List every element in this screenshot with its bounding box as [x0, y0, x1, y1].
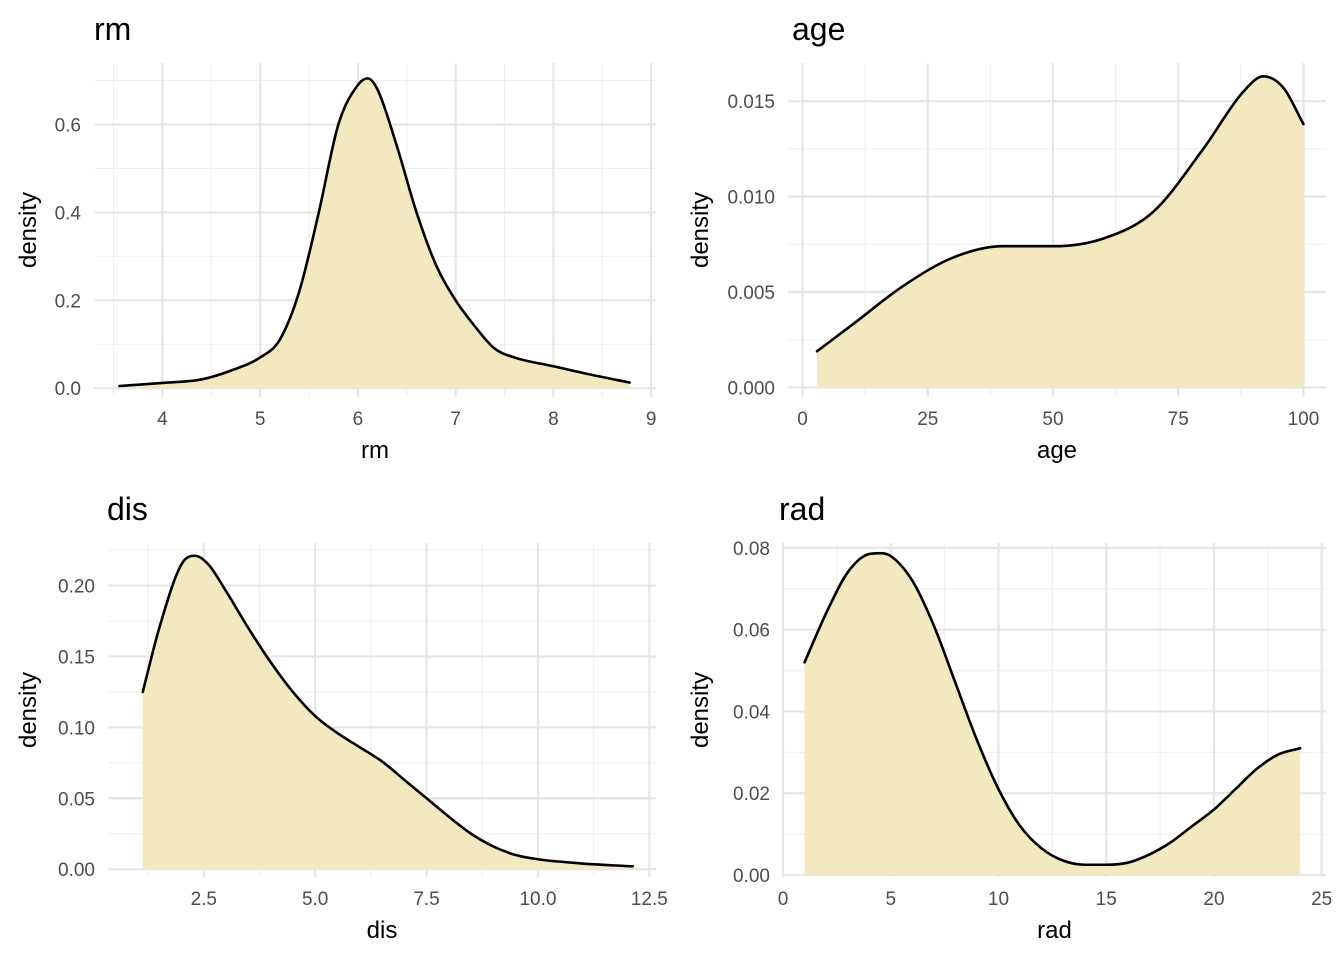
y-tick-label: 0.0: [55, 379, 81, 400]
density-area: [119, 78, 630, 389]
panel-rad: 0 5 10 15 20 25 0.00 0.02 0.04 0.06 0.08 rad density…: [687, 491, 1332, 944]
density-line: [141, 554, 635, 868]
y-tick-label: 0.15: [58, 647, 95, 668]
x-tick-label: 5.0: [302, 889, 328, 910]
y-axis-title: density: [15, 192, 42, 268]
x-tick-label: 0: [797, 409, 808, 430]
x-tick-label: 12.5: [631, 889, 668, 910]
x-tick-label: 7: [450, 409, 461, 430]
x-axis-title: rad: [1037, 917, 1072, 944]
x-tick-label: 7.5: [413, 889, 439, 910]
x-tick-label: 2.5: [191, 889, 217, 910]
panel-dis: 2.5 5.0 7.5 10.0 12.5 0.00 0.05 0.10 0.15 0.20 dis…: [15, 491, 668, 944]
x-tick-label: 20: [1203, 889, 1224, 910]
panel-rm: 4 5 6 7 8 9 0.0 0.2 0.4 0.6 rm density rm: [15, 11, 656, 464]
y-axis-title: density: [15, 672, 42, 748]
x-tick-label: 10.0: [519, 889, 556, 910]
x-tick-label: 5: [255, 409, 266, 430]
y-tick-label: 0.10: [58, 718, 95, 739]
x-tick-label: 25: [917, 409, 938, 430]
density-line: [118, 77, 631, 388]
x-tick-label: 25: [1311, 889, 1332, 910]
x-axis-title: dis: [367, 917, 398, 944]
density-area: [142, 555, 633, 870]
x-tick-label: 100: [1288, 409, 1320, 430]
density-area: [817, 76, 1304, 388]
y-tick-label: 0.4: [55, 203, 82, 224]
y-tick-label: 0.010: [727, 188, 775, 209]
density-line: [815, 75, 1305, 353]
panel-title: rad: [779, 491, 825, 527]
y-tick-label: 0.02: [733, 784, 770, 805]
y-tick-label: 0.2: [55, 291, 81, 312]
y-tick-label: 0.015: [727, 92, 775, 113]
x-tick-label: 8: [548, 409, 559, 430]
density-area: [804, 553, 1301, 875]
y-axis-title: density: [687, 672, 714, 748]
y-tick-label: 0.6: [55, 116, 81, 137]
y-tick-label: 0.00: [58, 860, 95, 881]
x-tick-label: 4: [157, 409, 168, 430]
y-tick-label: 0.000: [727, 378, 775, 399]
x-tick-label: 10: [988, 889, 1009, 910]
panel-title: age: [792, 11, 845, 47]
y-tick-label: 0.05: [58, 789, 95, 810]
x-tick-label: 5: [885, 889, 896, 910]
x-tick-label: 50: [1042, 409, 1063, 430]
y-tick-label: 0.08: [733, 539, 770, 560]
x-tick-label: 75: [1168, 409, 1189, 430]
density-line: [803, 551, 1302, 867]
y-axis-title: density: [687, 192, 714, 268]
panel-age: 0 25 50 75 100 0.000 0.005 0.010 0.015 age density…: [687, 11, 1326, 464]
y-tick-label: 0.06: [733, 621, 770, 642]
y-tick-label: 0.04: [733, 702, 770, 723]
x-axis-title: rm: [361, 437, 389, 464]
panel-title: rm: [94, 11, 131, 47]
x-tick-label: 15: [1096, 889, 1117, 910]
y-tick-label: 0.005: [727, 283, 775, 304]
x-tick-label: 0: [778, 889, 789, 910]
y-tick-label: 0.00: [733, 866, 770, 887]
x-tick-label: 6: [353, 409, 364, 430]
y-tick-label: 0.20: [58, 577, 95, 598]
panel-title: dis: [107, 491, 148, 527]
x-axis-title: age: [1037, 437, 1077, 464]
x-tick-label: 9: [646, 409, 657, 430]
